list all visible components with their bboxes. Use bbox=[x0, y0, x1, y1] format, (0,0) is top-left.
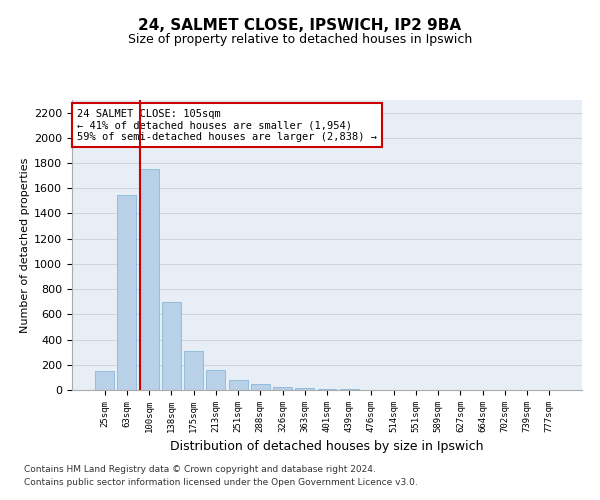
Bar bbox=[95, 371, 114, 390]
Bar bbox=[251, 384, 270, 390]
Bar bbox=[273, 387, 292, 390]
Bar bbox=[317, 388, 337, 390]
Bar bbox=[229, 380, 248, 390]
Text: 24, SALMET CLOSE, IPSWICH, IP2 9BA: 24, SALMET CLOSE, IPSWICH, IP2 9BA bbox=[139, 18, 461, 32]
Text: Contains public sector information licensed under the Open Government Licence v3: Contains public sector information licen… bbox=[24, 478, 418, 487]
Bar bbox=[118, 194, 136, 390]
Bar bbox=[295, 388, 314, 390]
Bar bbox=[162, 302, 181, 390]
Text: Contains HM Land Registry data © Crown copyright and database right 2024.: Contains HM Land Registry data © Crown c… bbox=[24, 466, 376, 474]
Bar bbox=[184, 351, 203, 390]
Text: Size of property relative to detached houses in Ipswich: Size of property relative to detached ho… bbox=[128, 32, 472, 46]
X-axis label: Distribution of detached houses by size in Ipswich: Distribution of detached houses by size … bbox=[170, 440, 484, 454]
Text: 24 SALMET CLOSE: 105sqm
← 41% of detached houses are smaller (1,954)
59% of semi: 24 SALMET CLOSE: 105sqm ← 41% of detache… bbox=[77, 108, 377, 142]
Y-axis label: Number of detached properties: Number of detached properties bbox=[20, 158, 30, 332]
Bar bbox=[206, 370, 225, 390]
Bar bbox=[140, 170, 158, 390]
